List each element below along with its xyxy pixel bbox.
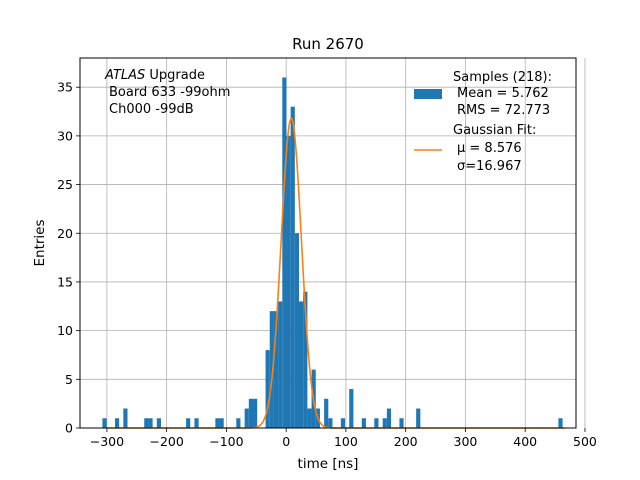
legend-fit-mu: μ = 8.576 xyxy=(457,141,522,156)
histogram-bar xyxy=(194,418,199,428)
x-tick-label: 0 xyxy=(282,434,290,449)
y-tick-label: 25 xyxy=(57,177,73,192)
histogram-bar xyxy=(148,418,153,428)
histogram-bar xyxy=(269,311,274,428)
histogram-bar xyxy=(361,418,366,428)
histogram-bar xyxy=(102,418,107,428)
x-axis-ticks: −300 −200 −100 0 100 200 300 400 500 xyxy=(90,428,597,449)
y-tick-label: 35 xyxy=(57,80,73,95)
annotation-line-1: ATLAS Upgrade xyxy=(104,68,205,83)
plot-area xyxy=(80,58,576,428)
annotation-upgrade: Upgrade xyxy=(145,68,205,83)
x-tick-label: 300 xyxy=(454,434,478,449)
y-tick-label: 10 xyxy=(57,323,73,338)
histogram-bar xyxy=(290,106,295,429)
histogram-bar xyxy=(299,301,304,428)
histogram-bar xyxy=(340,418,346,428)
annotation-line-2: Board 633 -99ohm xyxy=(109,85,230,100)
legend-histogram-mean: Mean = 5.762 xyxy=(457,86,549,101)
annotation-atlas-italic: ATLAS xyxy=(104,68,145,83)
histogram-bar xyxy=(273,311,279,428)
histogram-bar xyxy=(349,389,354,428)
histogram-bar xyxy=(307,408,312,428)
legend-histogram-swatch xyxy=(414,89,442,99)
histogram-bar xyxy=(399,418,404,428)
legend-fit-name: Gaussian Fit: xyxy=(453,123,536,138)
y-tick-label: 15 xyxy=(57,274,73,289)
histogram-bar xyxy=(236,418,241,428)
legend-histogram-rms: RMS = 72.773 xyxy=(457,103,550,118)
histogram-bar xyxy=(294,233,300,428)
y-tick-label: 5 xyxy=(65,372,73,387)
grid-lines xyxy=(80,58,586,429)
x-tick-label: 100 xyxy=(334,434,358,449)
legend-fit-sigma: σ=16.967 xyxy=(457,159,522,174)
x-tick-label: 400 xyxy=(513,434,537,449)
histogram-bars xyxy=(102,77,563,429)
x-tick-label: 200 xyxy=(394,434,418,449)
annotation-line-3: Ch000 -99dB xyxy=(109,102,194,117)
legend-histogram-name: Samples (218): xyxy=(453,70,552,85)
y-tick-label: 30 xyxy=(57,128,73,143)
histogram-bar xyxy=(278,301,283,428)
histogram-bar xyxy=(248,398,254,428)
x-tick-label: −100 xyxy=(209,434,243,449)
histogram-bar xyxy=(265,350,270,428)
histogram-bar xyxy=(282,77,287,428)
histogram-bar xyxy=(328,418,333,428)
y-axis-label: Entries xyxy=(32,219,48,266)
histogram-bar xyxy=(386,408,392,428)
chart-title: Run 2670 xyxy=(292,35,364,53)
y-tick-label: 20 xyxy=(57,226,73,241)
histogram-bar xyxy=(114,418,120,428)
plot-frame xyxy=(79,57,577,429)
x-tick-label: −300 xyxy=(90,434,124,449)
histogram-bar xyxy=(215,418,220,428)
legend: Samples (218): Mean = 5.762 RMS = 72.773… xyxy=(414,70,552,174)
histogram-bar xyxy=(324,398,329,428)
atlas-annotation: ATLAS Upgrade Board 633 -99ohm Ch000 -99… xyxy=(104,68,230,117)
histogram-bar xyxy=(303,291,308,428)
histogram-bar xyxy=(123,408,128,428)
histogram-bar xyxy=(286,135,291,429)
histogram-bar xyxy=(219,418,224,428)
histogram-bar xyxy=(382,418,387,428)
histogram-bar xyxy=(374,418,379,428)
histogram-bar xyxy=(144,418,149,428)
histogram-bar xyxy=(244,408,249,428)
histogram-bar xyxy=(558,418,563,428)
x-tick-label: 500 xyxy=(573,434,597,449)
x-axis-label: time [ns] xyxy=(298,456,359,472)
histogram-bar xyxy=(416,408,421,428)
histogram-bar xyxy=(253,398,258,428)
y-axis-ticks: 0 5 10 15 20 25 30 35 xyxy=(57,80,80,436)
histogram-bar xyxy=(156,418,161,428)
x-tick-label: −200 xyxy=(149,434,183,449)
histogram-bar xyxy=(186,418,191,428)
y-tick-label: 0 xyxy=(65,421,73,436)
